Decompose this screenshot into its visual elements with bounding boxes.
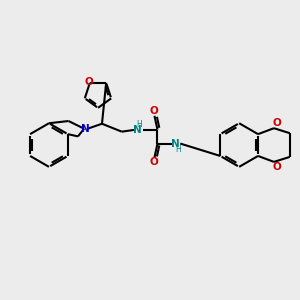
Text: H: H xyxy=(176,145,181,154)
Text: O: O xyxy=(149,158,158,167)
Text: N: N xyxy=(171,139,180,148)
Text: O: O xyxy=(85,77,93,87)
Text: N: N xyxy=(133,125,142,135)
Text: O: O xyxy=(272,162,281,172)
Text: O: O xyxy=(149,106,158,116)
Text: H: H xyxy=(137,120,142,129)
Text: N: N xyxy=(81,124,89,134)
Text: O: O xyxy=(272,118,281,128)
